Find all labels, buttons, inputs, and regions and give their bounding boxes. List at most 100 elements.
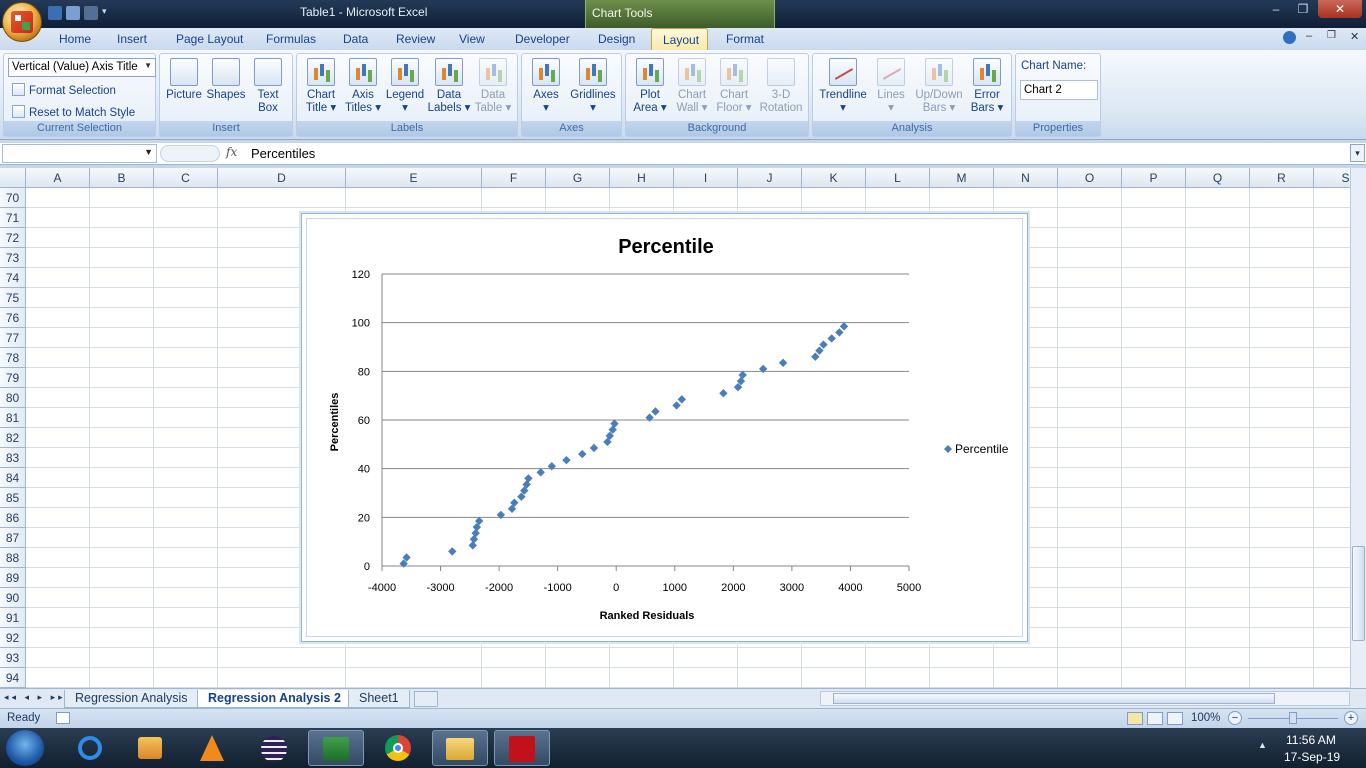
tab-design[interactable]: Design bbox=[598, 32, 636, 46]
formula-input[interactable]: Percentiles bbox=[251, 146, 316, 161]
excel-taskbar-icon[interactable] bbox=[308, 730, 364, 766]
data-point[interactable] bbox=[399, 559, 408, 568]
workbook-close-icon[interactable]: ✕ bbox=[1350, 31, 1360, 43]
macro-record-icon[interactable] bbox=[56, 712, 70, 724]
row-header[interactable]: 80 bbox=[0, 388, 26, 408]
picture-button[interactable]: Picture bbox=[164, 58, 204, 102]
column-header[interactable]: I bbox=[674, 168, 738, 188]
plot-area-button[interactable]: Plot Area ▾ bbox=[628, 58, 672, 115]
restore-button[interactable]: ❐ bbox=[1297, 2, 1309, 16]
insert-worksheet-icon[interactable] bbox=[414, 691, 438, 707]
data-point[interactable] bbox=[605, 431, 614, 441]
save-icon[interactable] bbox=[48, 6, 62, 20]
page-layout-view-icon[interactable] bbox=[1147, 712, 1163, 725]
tab-data[interactable]: Data bbox=[343, 32, 369, 46]
horizontal-scroll-thumb[interactable] bbox=[833, 693, 1275, 704]
column-header[interactable]: M bbox=[930, 168, 994, 188]
name-box[interactable]: ▼ bbox=[2, 144, 157, 163]
chart-name-input[interactable]: Chart 2 bbox=[1020, 80, 1098, 100]
reset-to-match-style-button[interactable]: Reset to Match Style bbox=[12, 105, 135, 119]
data-point[interactable] bbox=[677, 395, 687, 404]
legend-button[interactable]: Legend ▾ bbox=[383, 58, 427, 115]
data-point[interactable] bbox=[471, 528, 480, 538]
clock-time[interactable]: 11:56 AM bbox=[1286, 733, 1336, 747]
row-header[interactable]: 91 bbox=[0, 608, 26, 628]
data-labels-button[interactable]: Data Labels ▾ bbox=[427, 58, 471, 115]
tab-format[interactable]: Format bbox=[726, 32, 765, 46]
row-header[interactable]: 88 bbox=[0, 548, 26, 568]
sheet-tab-regression-analysis[interactable]: Regression Analysis bbox=[64, 690, 199, 708]
sheet-navigation-icon[interactable]: ◂◂ ◂ ▸ ▸▸ bbox=[4, 692, 66, 702]
zoom-out-icon[interactable]: − bbox=[1228, 711, 1242, 725]
data-point[interactable] bbox=[468, 541, 477, 550]
data-point[interactable] bbox=[507, 504, 517, 514]
expand-formula-bar-icon[interactable]: ▾ bbox=[1350, 144, 1365, 162]
chart-element-selector[interactable]: Vertical (Value) Axis Title ▼ bbox=[8, 58, 156, 77]
x-axis-title[interactable]: Ranked Residuals bbox=[600, 610, 695, 622]
row-header[interactable]: 70 bbox=[0, 188, 26, 208]
row-header[interactable]: 84 bbox=[0, 468, 26, 488]
zoom-in-icon[interactable]: + bbox=[1344, 711, 1358, 725]
column-header[interactable]: A bbox=[26, 168, 90, 188]
y-axis-title[interactable]: Percentiles bbox=[329, 393, 341, 452]
data-point[interactable] bbox=[758, 364, 768, 374]
column-header[interactable]: F bbox=[482, 168, 546, 188]
row-header[interactable]: 92 bbox=[0, 628, 26, 648]
data-point[interactable] bbox=[835, 328, 844, 337]
tab-developer[interactable]: Developer bbox=[515, 32, 570, 46]
zoom-level[interactable]: 100% bbox=[1191, 712, 1221, 724]
format-selection-button[interactable]: Format Selection bbox=[12, 83, 116, 97]
row-header[interactable]: 72 bbox=[0, 228, 26, 248]
row-header[interactable]: 79 bbox=[0, 368, 26, 388]
row-header[interactable]: 77 bbox=[0, 328, 26, 348]
ribbon-restore-icon[interactable]: ❐ bbox=[1327, 30, 1336, 41]
chart-object[interactable]: Percentile Ranked Residuals Percentiles … bbox=[301, 213, 1028, 642]
column-header[interactable]: H bbox=[610, 168, 674, 188]
row-header[interactable]: 90 bbox=[0, 588, 26, 608]
formula-bar-divider-handle[interactable] bbox=[160, 145, 220, 162]
shapes-button[interactable]: Shapes bbox=[206, 58, 246, 102]
column-header[interactable]: L bbox=[866, 168, 930, 188]
data-table-button[interactable]: Data Table ▾ bbox=[471, 58, 515, 115]
office-button[interactable] bbox=[2, 2, 42, 42]
column-header[interactable]: O bbox=[1058, 168, 1122, 188]
column-header[interactable]: J bbox=[738, 168, 802, 188]
data-point[interactable] bbox=[819, 340, 828, 349]
row-header[interactable]: 94 bbox=[0, 668, 26, 688]
row-header[interactable]: 78 bbox=[0, 348, 26, 368]
data-point[interactable] bbox=[738, 370, 747, 380]
data-point[interactable] bbox=[610, 419, 619, 428]
data-point[interactable] bbox=[562, 455, 571, 465]
customize-qat-icon[interactable]: ▾ bbox=[102, 6, 107, 16]
chart-legend[interactable]: Percentile bbox=[944, 442, 1009, 456]
tab-layout[interactable]: Layout bbox=[651, 28, 708, 51]
data-point[interactable] bbox=[736, 376, 746, 386]
vertical-scroll-thumb[interactable] bbox=[1352, 546, 1365, 641]
text-box-button[interactable]: Text Box bbox=[248, 58, 288, 115]
row-header[interactable]: 74 bbox=[0, 268, 26, 288]
data-point[interactable] bbox=[536, 468, 545, 477]
chrome-icon[interactable] bbox=[370, 730, 426, 766]
file-explorer-icon[interactable] bbox=[432, 730, 488, 766]
chart-series-points[interactable] bbox=[399, 322, 849, 568]
data-point[interactable] bbox=[839, 322, 849, 331]
data-point[interactable] bbox=[672, 401, 681, 410]
row-header[interactable]: 89 bbox=[0, 568, 26, 588]
normal-view-icon[interactable] bbox=[1127, 712, 1143, 725]
row-header[interactable]: 82 bbox=[0, 428, 26, 448]
data-point[interactable] bbox=[472, 522, 482, 532]
horizontal-scrollbar[interactable] bbox=[820, 691, 1350, 706]
close-button[interactable]: ✕ bbox=[1318, 0, 1362, 18]
legend-label[interactable]: Percentile bbox=[955, 442, 1009, 456]
up-down-bars-button[interactable]: Up/Down Bars ▾ bbox=[911, 58, 967, 115]
insert-function-button[interactable]: fx bbox=[226, 145, 238, 159]
data-point[interactable] bbox=[608, 425, 617, 434]
data-point[interactable] bbox=[815, 346, 824, 355]
column-header[interactable]: C bbox=[154, 168, 218, 188]
internet-explorer-icon[interactable] bbox=[62, 730, 118, 766]
column-header[interactable]: E bbox=[346, 168, 482, 188]
vertical-scrollbar[interactable] bbox=[1350, 168, 1366, 688]
tab-review[interactable]: Review bbox=[396, 32, 436, 46]
tab-formulas[interactable]: Formulas bbox=[266, 32, 317, 46]
column-header[interactable]: R bbox=[1250, 168, 1314, 188]
